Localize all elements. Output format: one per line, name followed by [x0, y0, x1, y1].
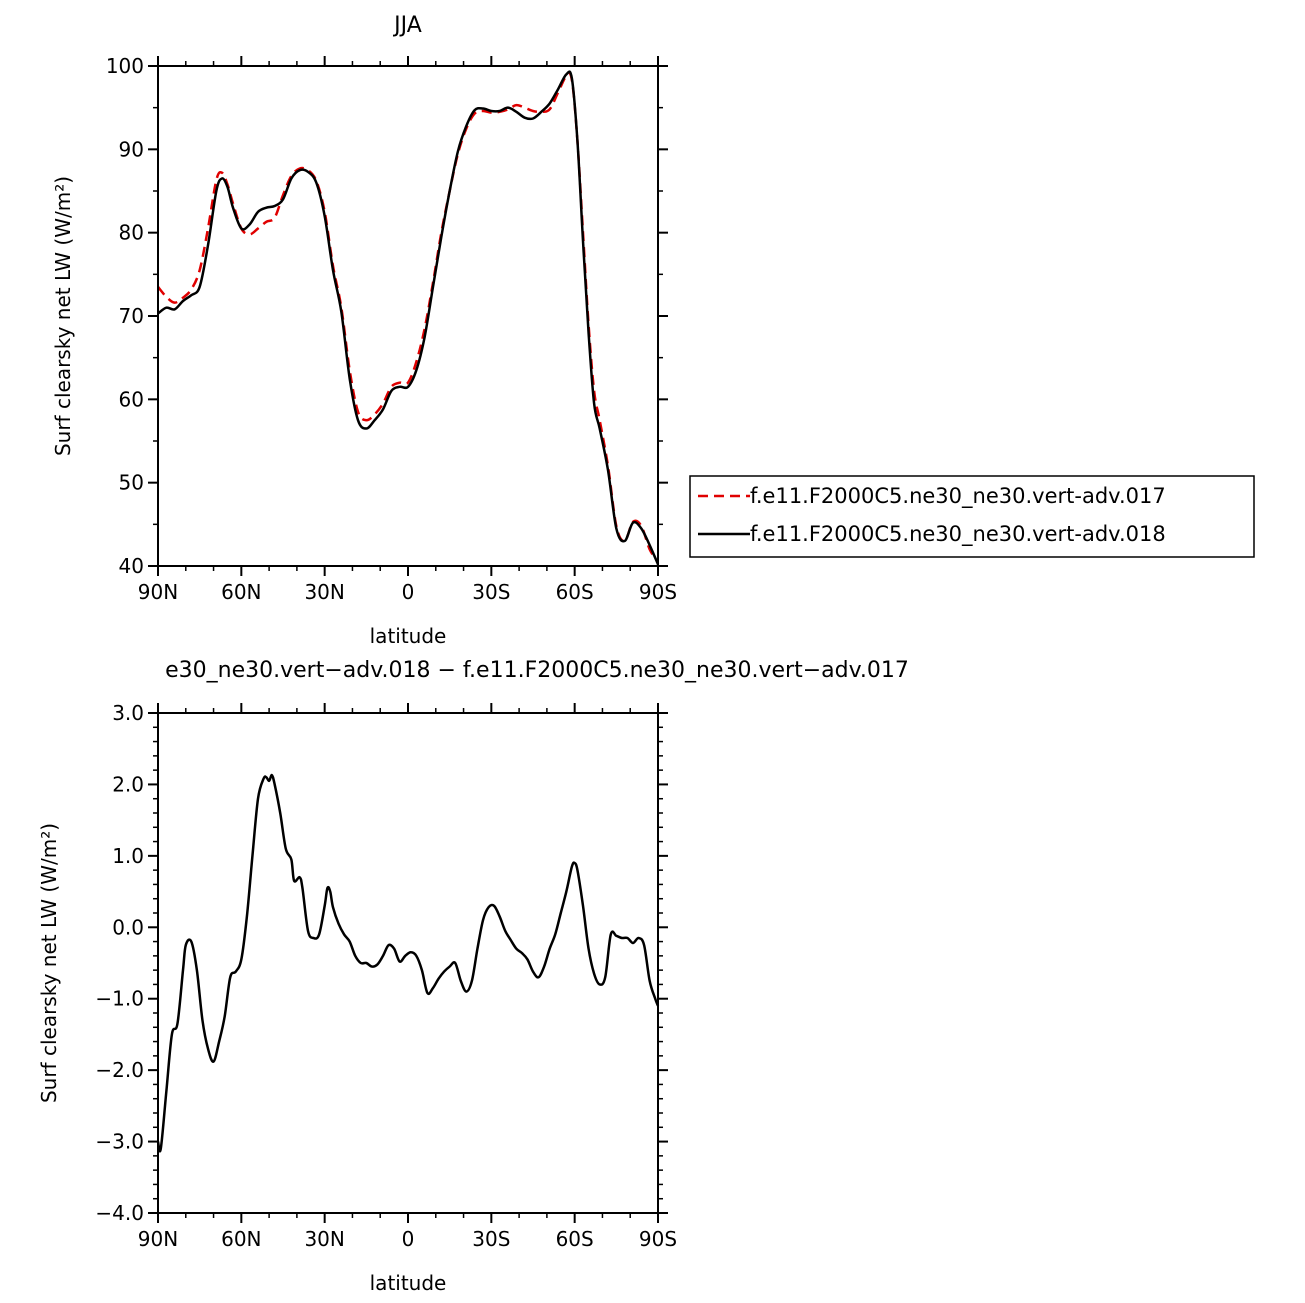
bottom-x-tick-label: 30S: [472, 1227, 510, 1251]
bottom-x-tick-label: 90N: [138, 1227, 178, 1251]
legend: f.e11.F2000C5.ne30_ne30.vert-adv.017 f.e…: [689, 475, 1255, 558]
bottom-y-tick-label: 2.0: [112, 772, 144, 796]
top-x-tick-label: 0: [402, 580, 415, 604]
bottom-series-group: [156, 773, 660, 1153]
bottom-x-tick-label: 0: [402, 1227, 415, 1251]
top-series-line-0: [157, 71, 660, 563]
top-y-tick-label: 80: [119, 221, 144, 245]
bottom-chart-title: e30_ne30.vert−adv.018 − f.e11.F2000C5.ne…: [165, 658, 909, 683]
bottom-y-tick-label: 0.0: [112, 915, 144, 939]
top-series-line-1: [157, 70, 660, 565]
top-y-tick-label: 50: [119, 471, 144, 495]
top-x-tick-label: 90N: [138, 580, 178, 604]
bottom-y-tick-label: −4.0: [95, 1201, 144, 1225]
bottom-series-line-0: [156, 773, 660, 1153]
bottom-y-tick-label: −1.0: [95, 987, 144, 1011]
top-y-tick-label: 60: [119, 387, 144, 411]
top-y-tick-label: 90: [119, 137, 144, 161]
bottom-plot-frame: [157, 712, 659, 1214]
bottom-y-axis-title: Surf clearsky net LW (W/m²): [37, 823, 61, 1103]
top-panel: JJA 90N 60N 30N 0 30S 60S 90S 40 50 60 70 80 90 100 l…: [51, 13, 677, 648]
top-y-tick-label: 40: [119, 554, 144, 578]
bottom-y-tick-label: 1.0: [112, 844, 144, 868]
bottom-y-tick-label: −3.0: [95, 1130, 144, 1154]
legend-box: [689, 475, 1255, 558]
top-series-group: [157, 70, 660, 565]
bottom-x-tick-label: 60N: [221, 1227, 261, 1251]
top-x-tick-label: 90S: [639, 580, 677, 604]
top-x-tick-label: 60S: [556, 580, 594, 604]
top-y-axis-title: Surf clearsky net LW (W/m²): [51, 176, 75, 456]
top-y-tick-label: 70: [119, 304, 144, 328]
bottom-y-tick-label: −2.0: [95, 1058, 144, 1082]
top-x-tick-label: 30N: [304, 580, 344, 604]
bottom-panel: e30_ne30.vert−adv.018 − f.e11.F2000C5.ne…: [37, 658, 909, 1295]
legend-label-017: f.e11.F2000C5.ne30_ne30.vert-adv.017: [750, 484, 1166, 509]
bottom-x-axis-title: latitude: [370, 1271, 447, 1295]
legend-label-018: f.e11.F2000C5.ne30_ne30.vert-adv.018: [750, 522, 1166, 547]
top-y-tick-label: 100: [106, 54, 144, 78]
bottom-x-tick-label: 90S: [639, 1227, 677, 1251]
top-x-tick-label: 60N: [221, 580, 261, 604]
top-x-tick-label: 30S: [472, 580, 510, 604]
bottom-x-tick-label: 60S: [556, 1227, 594, 1251]
bottom-y-tick-label: 3.0: [112, 701, 144, 725]
bottom-x-tick-label: 30N: [304, 1227, 344, 1251]
top-plot-frame: [157, 65, 659, 567]
top-x-axis-title: latitude: [370, 624, 447, 648]
top-chart-title: JJA: [392, 13, 422, 38]
